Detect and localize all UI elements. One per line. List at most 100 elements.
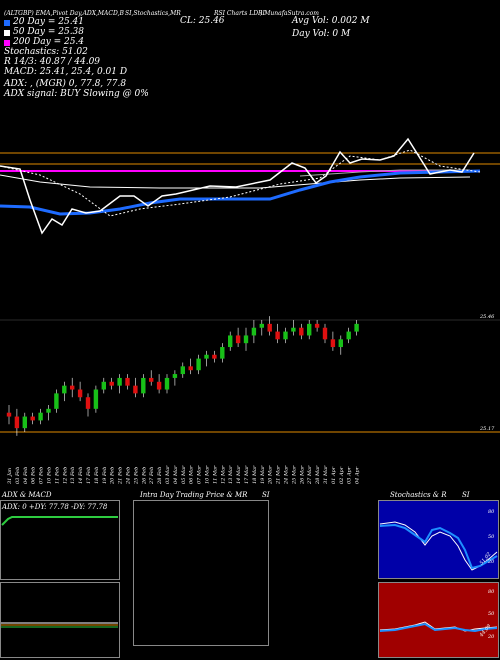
candles-group xyxy=(6,316,359,436)
date-tick-label: 27 Feb xyxy=(149,467,155,485)
candle-body xyxy=(30,416,35,421)
candle-body xyxy=(259,323,264,328)
legend-swatch-50day xyxy=(4,30,10,36)
date-tick-label: 05 Mar xyxy=(181,465,187,484)
date-tick-label: 27 Mar xyxy=(307,465,313,485)
candle-bottom-tick: 25.17 xyxy=(479,426,495,432)
date-tick-label: 26 Mar xyxy=(299,465,305,485)
candle-body xyxy=(93,389,99,409)
ma50-line xyxy=(0,174,471,189)
date-tick-label: 17 Feb xyxy=(86,467,92,484)
candle-body xyxy=(228,335,233,348)
candle-body xyxy=(251,327,257,336)
candle-body xyxy=(220,347,225,359)
candle-body xyxy=(164,377,170,390)
candle-top-tick: 25.46 xyxy=(479,314,495,320)
date-tick-label: 03 Apr xyxy=(347,466,353,484)
date-tick-label: 04 Feb xyxy=(23,467,29,484)
date-axis: 31 Jan 03 Feb 04 Feb 06 Feb 07 Feb 10 Feb 11 F… xyxy=(7,465,361,485)
close-price: CL: 25.46 xyxy=(180,16,225,26)
legend-swatch-20day xyxy=(4,20,10,26)
date-tick-label: 11 Mar xyxy=(212,465,218,484)
candle-body xyxy=(235,335,241,344)
williams-panel xyxy=(378,582,499,658)
adx-panel-title: ADX & MACD xyxy=(2,491,52,499)
date-tick-label: 10 Feb xyxy=(47,467,53,484)
dotted-trend-line xyxy=(0,149,481,217)
candle-body xyxy=(307,323,312,336)
date-tick-label: 07 Mar xyxy=(197,465,203,484)
candle-body xyxy=(22,416,27,429)
date-tick-label: 20 Feb xyxy=(110,467,116,485)
date-tick-label: 19 Mar xyxy=(260,465,266,484)
stoch-tick-80: 80 xyxy=(488,509,495,515)
date-tick-label: 03 Mar xyxy=(165,465,171,484)
date-tick-label: 11 Feb xyxy=(54,467,60,484)
date-tick-label: 17 Mar xyxy=(244,465,250,484)
candle-body xyxy=(204,354,209,359)
candle-body xyxy=(212,354,217,359)
stoch-d-line xyxy=(379,523,498,570)
date-tick-label: 25 Feb xyxy=(133,467,139,485)
candle-body xyxy=(172,374,178,378)
candle-body xyxy=(322,327,328,340)
williams-tick-80: 80 xyxy=(488,589,495,595)
candle-body xyxy=(109,381,114,386)
candle-body xyxy=(54,393,59,409)
candle-body xyxy=(14,416,20,429)
williams-tick-20: 20 xyxy=(487,634,495,640)
stoch-si: SI xyxy=(462,491,470,499)
intra-si: SI xyxy=(262,491,270,499)
date-tick-label: 21 Feb xyxy=(118,467,124,485)
candle-body xyxy=(243,335,249,344)
candle-body xyxy=(70,385,75,390)
candle-body xyxy=(38,412,43,421)
adx-line xyxy=(1,516,118,526)
candle-body xyxy=(299,327,304,336)
candle-body xyxy=(338,339,343,348)
candle-body xyxy=(180,366,185,375)
candle-body xyxy=(101,381,106,390)
candle-body xyxy=(46,408,51,413)
williams-signal-line xyxy=(379,622,498,633)
date-tick-label: 31 Jan xyxy=(7,468,13,484)
candle-body xyxy=(133,385,138,394)
date-tick-label: 28 Mar xyxy=(315,465,321,485)
candle-body xyxy=(62,385,67,394)
stoch-hint: SI,Stochastics,MR xyxy=(125,10,181,17)
candle-body xyxy=(267,323,272,332)
legend-50day: 50 Day = 25.38 xyxy=(13,27,85,37)
date-tick-label: 14 Mar xyxy=(236,465,242,484)
candle-body xyxy=(314,323,320,328)
candle-body xyxy=(291,327,296,332)
candle-body xyxy=(283,331,288,340)
date-tick-label: 18 Feb xyxy=(94,467,100,484)
date-tick-label: 18 Mar xyxy=(252,465,258,484)
date-tick-label: 02 Apr xyxy=(339,466,345,484)
candle-body xyxy=(85,397,91,409)
date-tick-label: 04 Apr xyxy=(355,466,361,484)
r-readout: R 14/3: 40.87 / 44.09 xyxy=(4,57,101,67)
williams-tick-50: 50 xyxy=(488,611,495,617)
date-tick-label: 10 Mar xyxy=(205,465,211,484)
adx-panel xyxy=(0,500,120,580)
macd-readout: MACD: 25.41, 25.4, 0.01 D xyxy=(4,67,128,77)
stochastics-readout: Stochastics: 51.02 xyxy=(4,47,88,57)
candle-body xyxy=(346,331,351,340)
date-tick-label: 20 Mar xyxy=(268,465,274,485)
date-tick-label: 12 Feb xyxy=(62,467,68,484)
date-tick-label: 31 Mar xyxy=(323,465,329,484)
intraday-panel xyxy=(133,500,269,646)
candle-body xyxy=(188,366,193,371)
adx-readout-inline: ADX: 0 +DY: 77.78 -DY: 77.78 xyxy=(2,503,108,511)
macd-panel xyxy=(0,582,120,658)
date-tick-label: 26 Feb xyxy=(141,467,147,485)
candle-body xyxy=(117,377,122,386)
date-tick-label: 04 Mar xyxy=(173,465,179,484)
chart-title: (ALTGBP) EMA,Pivot Day,ADX,MACD,B xyxy=(4,10,124,17)
date-tick-label: 03 Feb xyxy=(15,467,21,484)
date-tick-label: 19 Feb xyxy=(102,467,108,484)
stoch-tick-20: 20 xyxy=(487,559,495,565)
date-tick-label: 21 Mar xyxy=(276,465,282,485)
candle-body xyxy=(77,389,83,398)
